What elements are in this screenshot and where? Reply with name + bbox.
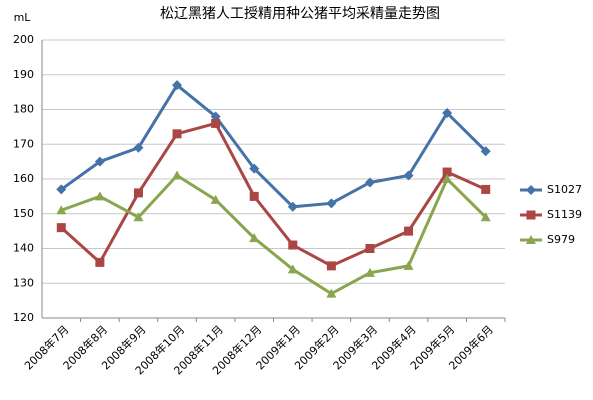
- legend-label: S979: [547, 233, 575, 246]
- data-point: [94, 156, 105, 167]
- data-point: [287, 201, 298, 212]
- data-point: [364, 267, 375, 277]
- data-point: [442, 174, 453, 183]
- data-point: [480, 212, 491, 222]
- data-point: [326, 198, 337, 209]
- data-point: [95, 257, 105, 267]
- data-point: [481, 184, 491, 194]
- data-point: [288, 240, 298, 250]
- data-point: [403, 260, 414, 270]
- data-point: [249, 233, 260, 243]
- y-tick-label: 140: [13, 242, 34, 255]
- legend-marker: [526, 185, 536, 195]
- y-tick-label: 170: [13, 137, 34, 150]
- data-point: [172, 129, 182, 139]
- series-line: [60, 82, 487, 209]
- data-point: [249, 163, 260, 174]
- data-point: [56, 184, 67, 195]
- data-point: [403, 170, 414, 181]
- data-point: [172, 170, 183, 180]
- data-point: [480, 146, 491, 157]
- data-point: [404, 226, 414, 236]
- data-point: [56, 223, 66, 233]
- data-point: [364, 177, 375, 188]
- data-point: [133, 188, 143, 198]
- series-line: [60, 121, 487, 268]
- data-point: [326, 288, 337, 298]
- data-point: [94, 191, 105, 201]
- data-point: [442, 107, 453, 118]
- legend-marker: [526, 235, 536, 244]
- series-line: [60, 173, 487, 296]
- data-point: [56, 205, 67, 215]
- data-point: [211, 118, 221, 128]
- y-tick-label: 160: [13, 172, 34, 185]
- y-axis-label: mL: [14, 11, 32, 24]
- data-point: [249, 191, 259, 201]
- data-point: [133, 212, 144, 222]
- data-point: [287, 264, 298, 274]
- legend-marker: [526, 210, 536, 220]
- data-point: [133, 142, 144, 153]
- y-tick-label: 200: [13, 33, 34, 46]
- data-point: [326, 261, 336, 271]
- y-tick-label: 120: [13, 311, 34, 324]
- y-tick-label: 190: [13, 68, 34, 81]
- y-tick-label: 130: [13, 276, 34, 289]
- y-tick-label: 150: [13, 207, 34, 220]
- y-tick-label: 180: [13, 103, 34, 116]
- data-point: [442, 167, 452, 177]
- data-point: [365, 244, 375, 253]
- data-point: [172, 80, 183, 91]
- data-point: [210, 194, 221, 204]
- legend-label: S1027: [547, 183, 582, 196]
- chart-title: 松辽黑猪人工授精用种公猪平均采精量走势图: [160, 6, 440, 22]
- legend-label: S1139: [547, 208, 582, 221]
